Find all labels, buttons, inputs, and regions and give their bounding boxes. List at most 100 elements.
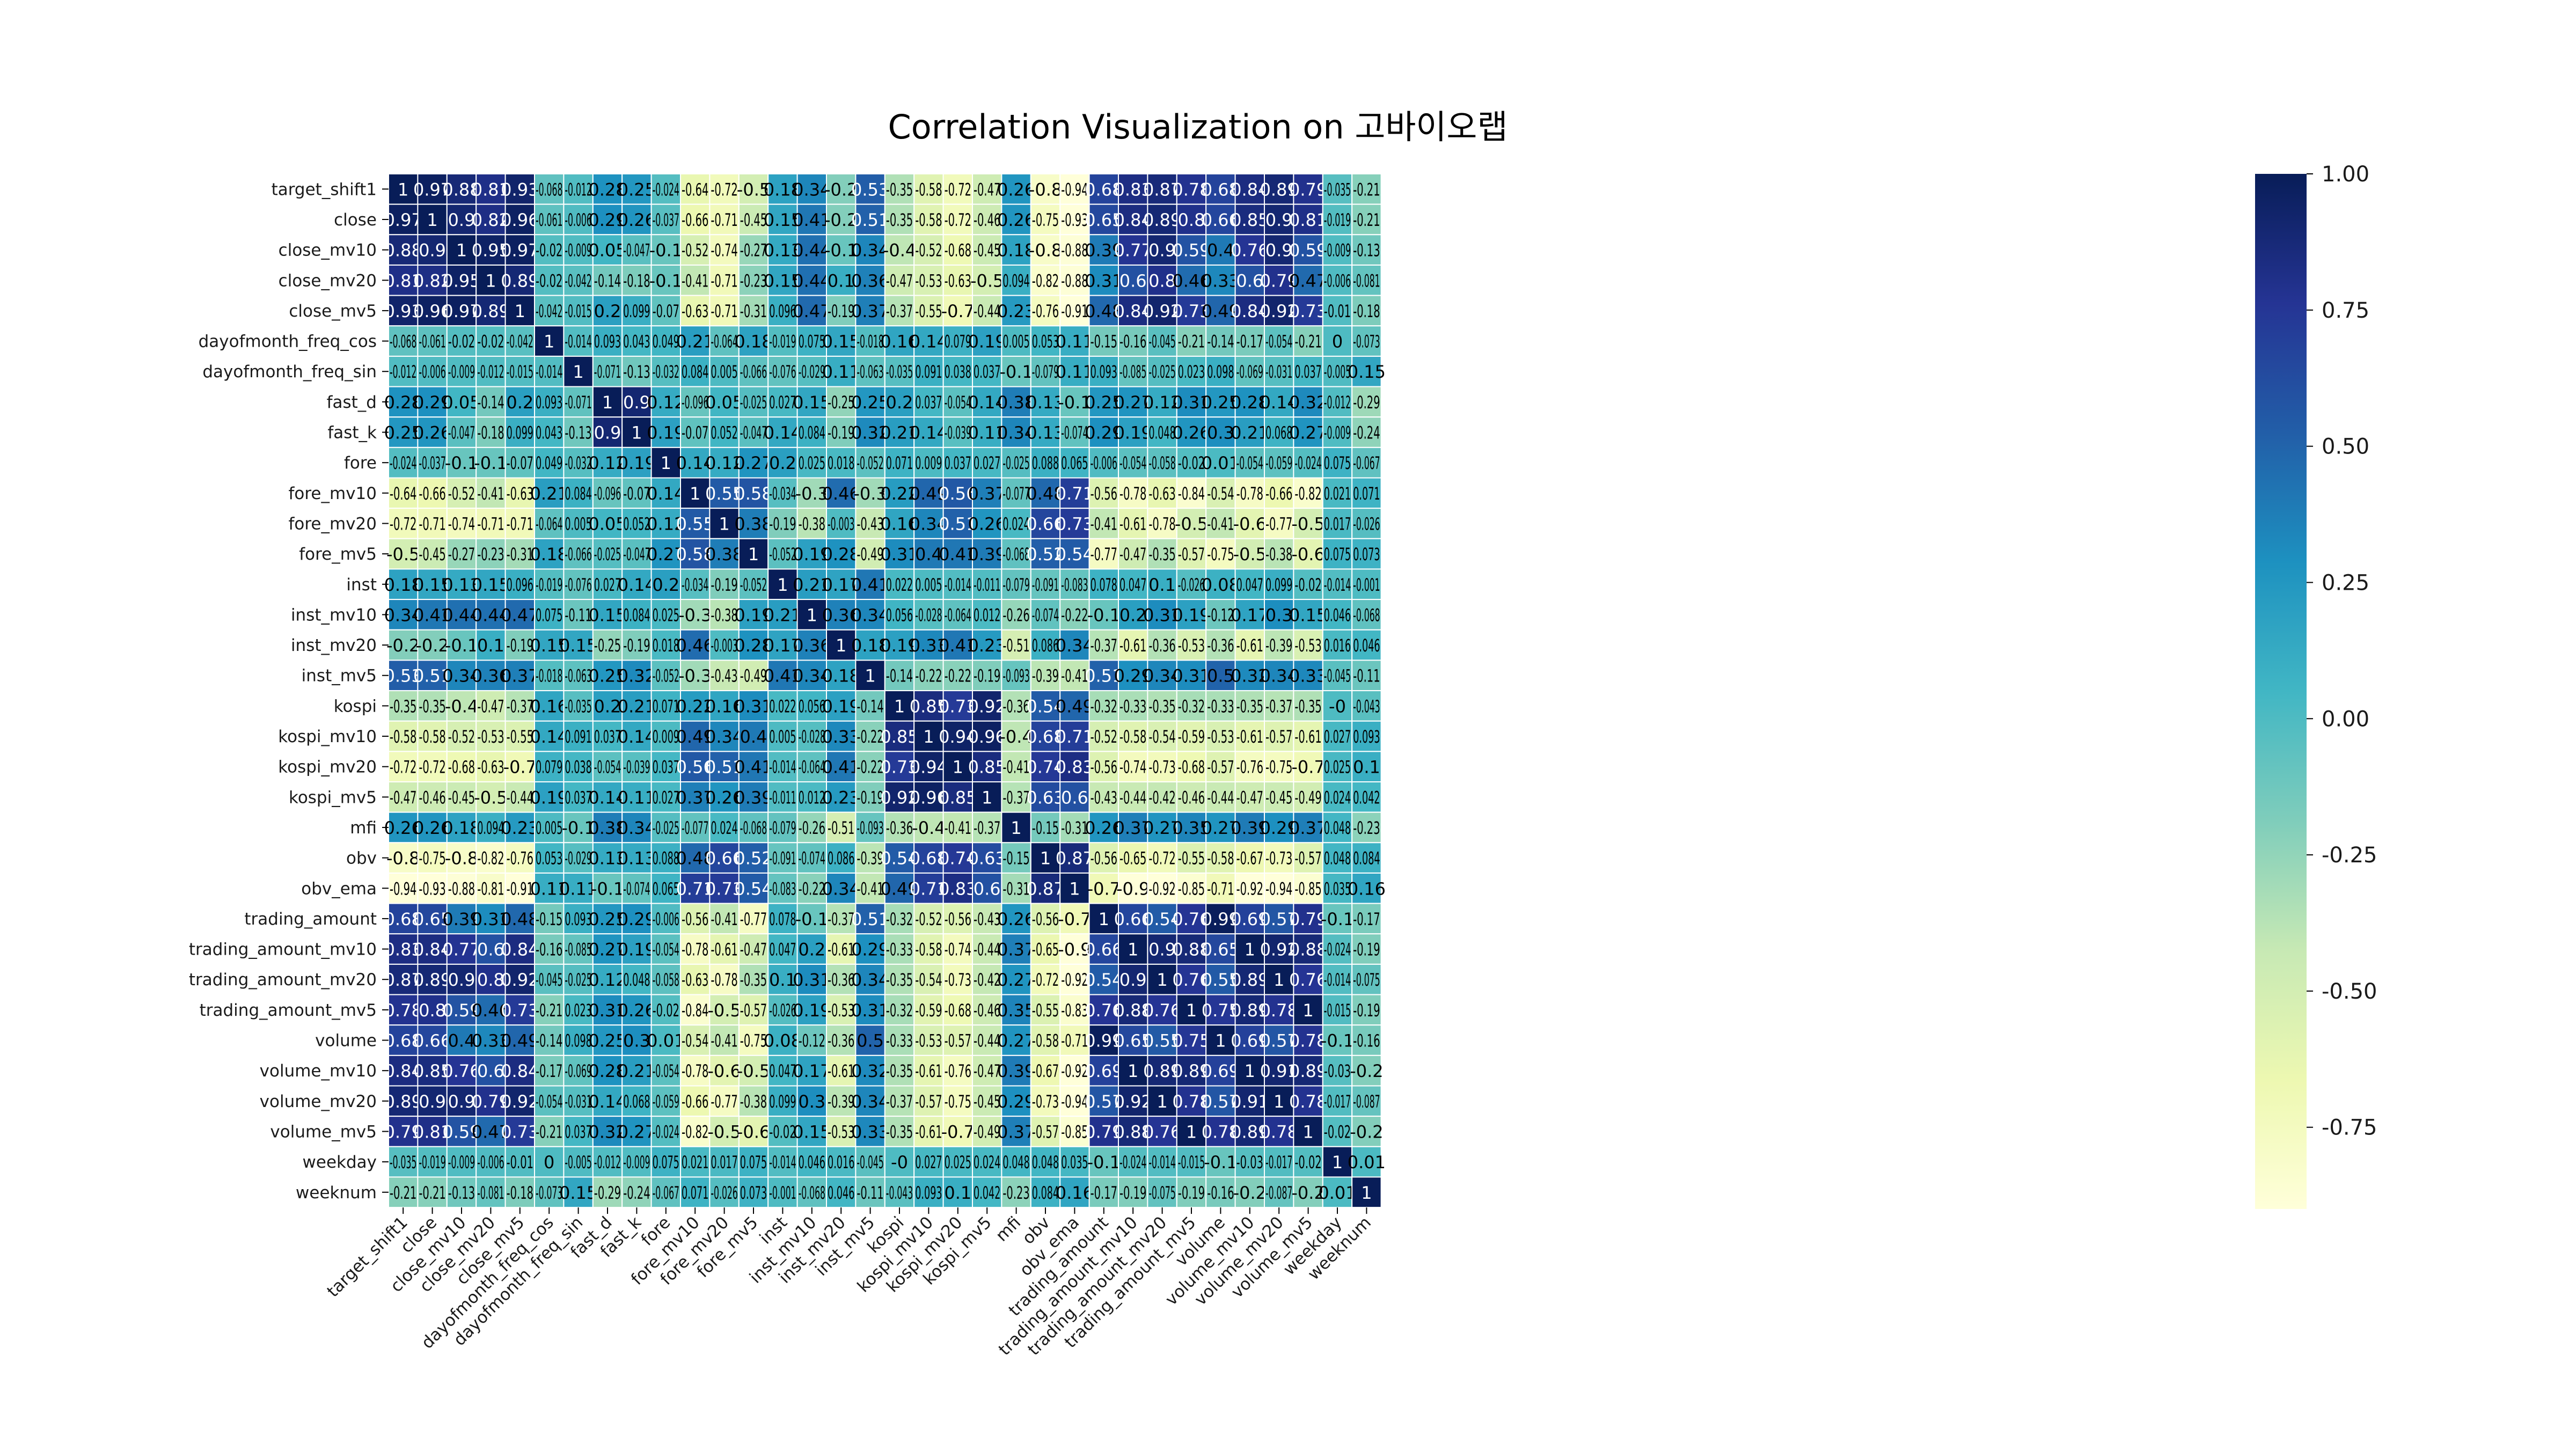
cell-value-label: -0.047 (448, 423, 475, 443)
cell-value-label: -0.4 (912, 818, 945, 838)
cell-value-label: -0.073 (536, 1183, 562, 1203)
heatmap-cell (534, 295, 565, 327)
cell-value-label: 0.16 (1056, 1183, 1094, 1203)
cell-value-label: 0.9 (1265, 240, 1293, 261)
cell-value-label: 0.25 (851, 392, 889, 413)
heatmap-cell (1322, 538, 1353, 570)
y-tick-label: target_shift1 (272, 180, 377, 199)
cell-value-label: 0.11 (618, 787, 656, 808)
cell-value-label: -0.16 (1207, 1183, 1234, 1203)
cell-value-label: -0.73 (945, 970, 971, 990)
heatmap-cell (1234, 355, 1265, 387)
cell-value-label: 0.13 (442, 575, 480, 595)
cell-value-label: 0.9 (1148, 240, 1176, 261)
cell-value-label: -0.009 (623, 1152, 650, 1172)
cell-value-label: -0.14 (477, 392, 504, 413)
cell-value-label: -0.025 (594, 544, 621, 565)
cell-value-label: 0.084 (799, 423, 825, 443)
cell-value-label: 0.6 (974, 878, 1001, 899)
cell-value-label: 0.053 (1032, 332, 1059, 352)
heatmap-cells: 1 0.970.880.810.93-0.068 -0.0120.280.25-0.… (384, 173, 1386, 1208)
cell-value-label: -0.33 (1119, 696, 1146, 716)
y-tick-label: volume_mv5 (270, 1122, 377, 1141)
heatmap-cell (942, 659, 973, 692)
cell-value-label: -0.1 (1204, 1152, 1237, 1172)
cell-value-label: 0.59 (1289, 240, 1327, 261)
cell-value-label: -0.31 (1002, 878, 1029, 899)
heatmap-cell (884, 538, 915, 570)
cell-value-label: -0.31 (740, 301, 767, 321)
cell-value-label: -0.005 (1324, 362, 1351, 382)
heatmap-cell (972, 538, 1002, 570)
heatmap-cell (650, 355, 681, 387)
heatmap-cell (475, 538, 506, 570)
cell-value-label: 0.87 (1056, 848, 1094, 869)
cell-value-label: 0.84 (501, 940, 539, 960)
cell-value-label: 0.056 (886, 605, 913, 625)
cell-value-label: 0.14 (618, 727, 656, 747)
cell-value-label: 0.37 (968, 483, 1006, 504)
heatmap-cell (738, 599, 769, 631)
cell-value-label: 0.76 (1231, 240, 1269, 261)
cell-value-label: 0.14 (676, 453, 714, 473)
cell-value-label: 0.088 (653, 848, 679, 869)
cell-value-label: 0.1 (944, 1183, 971, 1203)
cell-value-label: 0.85 (1231, 210, 1269, 230)
cell-value-label: -0.63 (507, 483, 533, 504)
cell-value-label: 0.73 (501, 1000, 539, 1021)
cell-value-label: 0.26 (997, 210, 1035, 230)
heatmap-cell (826, 538, 857, 570)
heatmap-cell (680, 295, 711, 327)
cell-value-label: -0.018 (857, 332, 883, 352)
cell-value-label: -0.53 (915, 270, 942, 291)
cell-value-label: -0.034 (769, 483, 796, 504)
cell-value-label: 0.96 (413, 301, 451, 321)
cell-value-label: -0.66 (682, 1091, 708, 1112)
heatmap-cell (738, 416, 769, 448)
heatmap-cell (1118, 386, 1148, 418)
heatmap-cell (884, 325, 915, 357)
cell-value-label: 0.23 (501, 818, 539, 838)
cell-value-label: 0.91 (1231, 1091, 1269, 1112)
cell-value-label: -0.1 (1087, 605, 1121, 625)
cell-value-label: 0.47 (793, 301, 831, 321)
cell-value-label: 0.14 (588, 1091, 626, 1112)
heatmap-cell (855, 325, 885, 357)
heatmap-cell (972, 325, 1002, 357)
cell-value-label: 1 (953, 757, 963, 778)
heatmap-cell (650, 264, 681, 296)
cell-value-label: -0.85 (1061, 1122, 1088, 1142)
heatmap-cell (563, 538, 594, 570)
heatmap-cell (534, 386, 565, 418)
cell-value-label: -0.74 (711, 240, 737, 261)
heatmap-cell (621, 659, 652, 692)
heatmap-cell (1118, 568, 1148, 600)
heatmap-cell (621, 599, 652, 631)
cell-value-label: -0.61 (1236, 727, 1263, 747)
cell-value-label: 0.005 (915, 575, 942, 595)
cell-value-label: 0.58 (676, 544, 714, 565)
cell-value-label: 0.73 (501, 1122, 539, 1142)
cell-value-label: 0.14 (1260, 392, 1298, 413)
cell-value-label: 0.19 (530, 787, 568, 808)
cell-value-label: -0.36 (828, 970, 854, 990)
cell-value-label: 0.28 (384, 392, 422, 413)
cell-value-label: -0.58 (1032, 1031, 1059, 1051)
cell-value-label: 0.05 (442, 392, 480, 413)
colorbar-gradient (2255, 174, 2307, 1209)
cell-value-label: 1 (1069, 878, 1080, 899)
heatmap-cell (1147, 295, 1177, 327)
cell-value-label: -0.025 (1002, 453, 1029, 473)
cell-value-label: -0.015 (565, 301, 591, 321)
cell-value-label: -0.35 (740, 970, 767, 990)
cell-value-label: 0.15 (1289, 605, 1327, 625)
cell-value-label: -0.026 (711, 1183, 737, 1203)
cell-value-label: 0.12 (647, 514, 685, 534)
cell-value-label: -0.53 (477, 727, 504, 747)
cell-value-label: 0.41 (939, 544, 977, 565)
cell-value-label: 0.32 (851, 423, 889, 443)
heatmap-cell (1264, 234, 1294, 266)
cell-value-label: 0.92 (1114, 1091, 1152, 1112)
cell-value-label: 0.84 (1231, 179, 1269, 200)
cell-value-label: 0.18 (997, 240, 1035, 261)
